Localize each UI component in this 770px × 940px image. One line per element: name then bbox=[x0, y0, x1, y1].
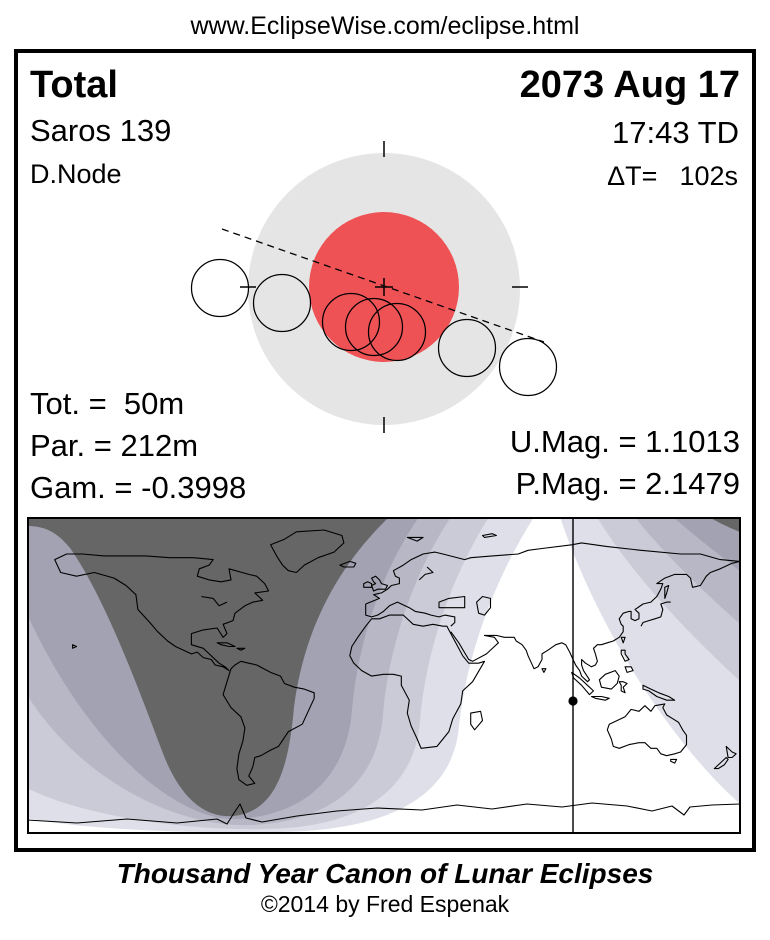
coastline bbox=[670, 758, 678, 764]
coastline bbox=[365, 542, 741, 605]
delta-t-label: ΔT= 102s bbox=[607, 163, 738, 190]
penumbral-magnitude-stat: P.Mag. = 2.1479 bbox=[515, 466, 740, 501]
coastline bbox=[270, 529, 345, 574]
coastline bbox=[450, 560, 741, 683]
coastline bbox=[664, 584, 670, 599]
moon-u3-contact bbox=[367, 302, 427, 362]
moon-p4-contact bbox=[498, 337, 558, 397]
coastline bbox=[590, 695, 610, 701]
eclipse-type-label: Total bbox=[30, 64, 118, 106]
coastline bbox=[642, 684, 676, 701]
coastline bbox=[618, 681, 628, 694]
moon-u4-contact bbox=[437, 318, 497, 378]
coastline bbox=[541, 668, 547, 673]
coastline bbox=[571, 671, 595, 696]
coastline bbox=[363, 581, 373, 588]
moon-p1-contact bbox=[190, 258, 250, 318]
coastline bbox=[222, 660, 315, 786]
coastline bbox=[470, 710, 484, 731]
moon-positions bbox=[190, 258, 558, 397]
coastline bbox=[624, 666, 634, 673]
coastline bbox=[620, 636, 626, 644]
canon-title: Thousand Year Canon of Lunar Eclipses bbox=[116, 858, 654, 889]
coastline bbox=[371, 575, 389, 592]
delta-t-value: 102s bbox=[679, 161, 738, 191]
ecliptic-dashed-line bbox=[221, 228, 545, 343]
node-label: D.Node bbox=[30, 159, 122, 189]
coastline bbox=[339, 560, 357, 568]
coastline bbox=[406, 536, 424, 542]
coastline bbox=[725, 745, 737, 759]
coastline bbox=[640, 601, 671, 627]
shadow-diagram bbox=[190, 141, 558, 433]
coastline bbox=[481, 533, 497, 538]
coastline bbox=[418, 566, 434, 581]
delta-t-name: ΔT= bbox=[607, 161, 658, 191]
eclipse-date-label: 2073 Aug 17 bbox=[519, 64, 740, 106]
copyright-line: ©2014 by Fred Espenak bbox=[260, 891, 510, 917]
coastline bbox=[606, 703, 688, 757]
umbral-magnitude-stat: U.Mag. = 1.1013 bbox=[509, 424, 740, 459]
coastline bbox=[216, 642, 236, 648]
coastline bbox=[438, 595, 466, 609]
coastline bbox=[476, 595, 492, 616]
moon-greatest-eclipse bbox=[344, 297, 404, 357]
sublunar-point-dot bbox=[568, 696, 578, 706]
coastlines bbox=[27, 529, 741, 825]
coastline bbox=[620, 649, 630, 662]
coastline bbox=[72, 644, 78, 649]
coastline bbox=[598, 670, 620, 690]
visibility-bands bbox=[27, 517, 740, 833]
page-url-heading: www.EclipseWise.com/eclipse.html bbox=[190, 12, 580, 40]
greatest-eclipse-time-label: 17:43 TD bbox=[612, 115, 739, 150]
coastline bbox=[27, 802, 741, 825]
coastline bbox=[54, 553, 270, 672]
coastline bbox=[349, 614, 486, 749]
map-border bbox=[27, 517, 741, 834]
visibility-map bbox=[27, 517, 741, 834]
coastline bbox=[365, 601, 456, 627]
gamma-stat: Gam. = -0.3998 bbox=[30, 470, 247, 505]
partial-duration-stat: Par. = 212m bbox=[30, 428, 199, 463]
moon-u1-contact bbox=[252, 273, 312, 333]
totality-duration-stat: Tot. = 50m bbox=[30, 386, 185, 421]
moon-u2-contact bbox=[321, 292, 381, 352]
coastline bbox=[713, 756, 729, 770]
saros-label: Saros 139 bbox=[30, 113, 172, 148]
coastline bbox=[201, 595, 228, 607]
coastline bbox=[236, 647, 246, 651]
